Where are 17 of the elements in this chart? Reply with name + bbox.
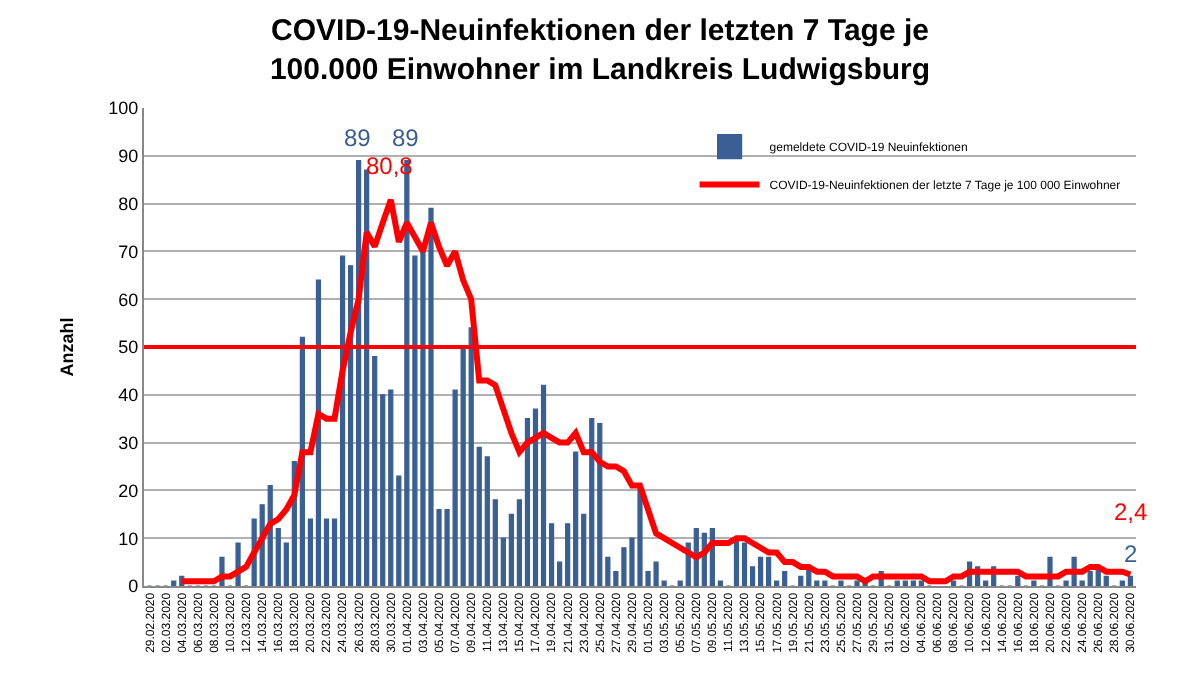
- y-tick-label: 70: [118, 241, 139, 262]
- chart-title: COVID-19-Neuinfektionen der letzten 7 Tage je 100.000 Einwohner im Landkreis Ludwigsburg: [269, 14, 931, 88]
- y-tick-label: 90: [118, 146, 139, 167]
- y-tick-label: 30: [118, 432, 139, 453]
- y-tick-label: 80: [118, 193, 139, 214]
- y-tick-label: 20: [118, 480, 139, 501]
- y-tick-label: 10: [118, 528, 139, 549]
- y-tick-label: 40: [118, 385, 139, 406]
- y-axis-title: Anzahl: [57, 317, 78, 377]
- y-tick-label: 0: [128, 576, 139, 597]
- y-tick-label: 100: [108, 98, 139, 119]
- data-label: 89: [392, 124, 420, 152]
- data-label: 2,4: [1114, 498, 1149, 526]
- y-tick-label: 60: [118, 289, 139, 310]
- data-label: 89: [344, 124, 372, 152]
- data-label: 2: [1124, 540, 1138, 568]
- y-tick-label: 50: [118, 337, 139, 358]
